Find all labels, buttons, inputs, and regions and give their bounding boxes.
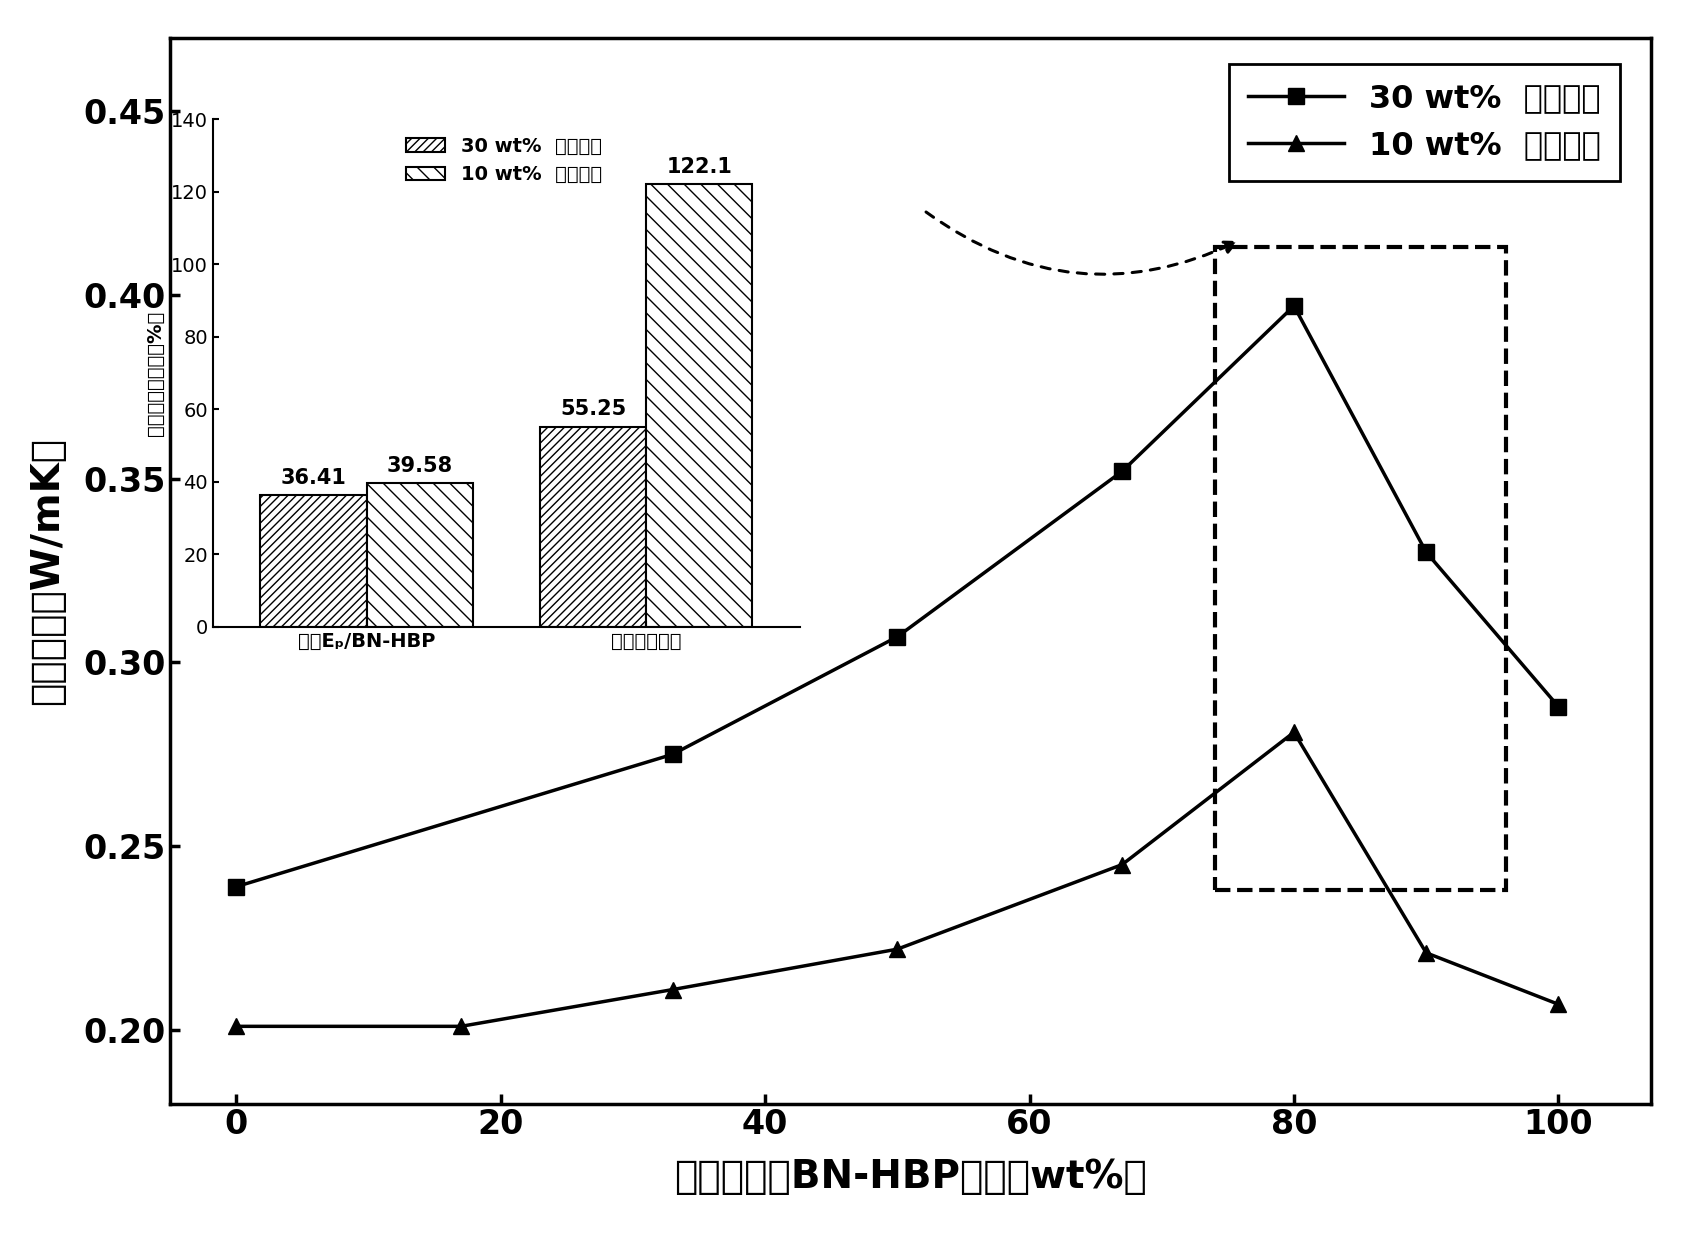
10 wt%  填料含量 [1549,997,1569,1012]
Line: 10 wt%  填料含量: 10 wt% 填料含量 [228,725,1566,1035]
10 wt%  填料含量 [1283,725,1304,740]
Text: 122.1: 122.1 [667,157,732,177]
10 wt%  填料含量 [1111,856,1132,872]
Text: 55.25: 55.25 [560,399,626,419]
Y-axis label: 导热系数增长率（%）: 导热系数增长率（%） [146,311,165,435]
10 wt%  填料含量 [451,1018,471,1033]
10 wt%  填料含量 [662,982,683,997]
Bar [1215,247,1506,890]
30 wt%  填料含量 [1549,698,1569,714]
10 wt%  填料含量 [1416,946,1436,961]
30 wt%  填料含量 [226,879,247,894]
Line: 30 wt%  填料含量: 30 wt% 填料含量 [228,298,1566,894]
Bar [647,184,752,627]
30 wt%  填料含量 [1416,544,1436,559]
Text: 39.58: 39.58 [386,456,453,477]
Text: 36.41: 36.41 [281,468,346,488]
Bar [260,495,366,627]
Y-axis label: 导热系数（W/mK）: 导热系数（W/mK） [29,436,66,705]
Legend: 30 wt%  填料含量, 10 wt%  填料含量: 30 wt% 填料含量, 10 wt% 填料含量 [398,129,609,192]
Legend: 30 wt%  填料含量, 10 wt%  填料含量: 30 wt% 填料含量, 10 wt% 填料含量 [1229,64,1620,181]
30 wt%  填料含量 [1111,464,1132,479]
30 wt%  填料含量 [662,747,683,762]
Bar [540,426,647,627]
X-axis label: 复合填料中BN-HBP含量（wt%）: 复合填料中BN-HBP含量（wt%） [674,1157,1147,1196]
30 wt%  填料含量 [887,630,907,645]
30 wt%  填料含量 [1283,298,1304,314]
10 wt%  填料含量 [887,942,907,957]
Bar [366,484,473,627]
10 wt%  填料含量 [226,1018,247,1033]
